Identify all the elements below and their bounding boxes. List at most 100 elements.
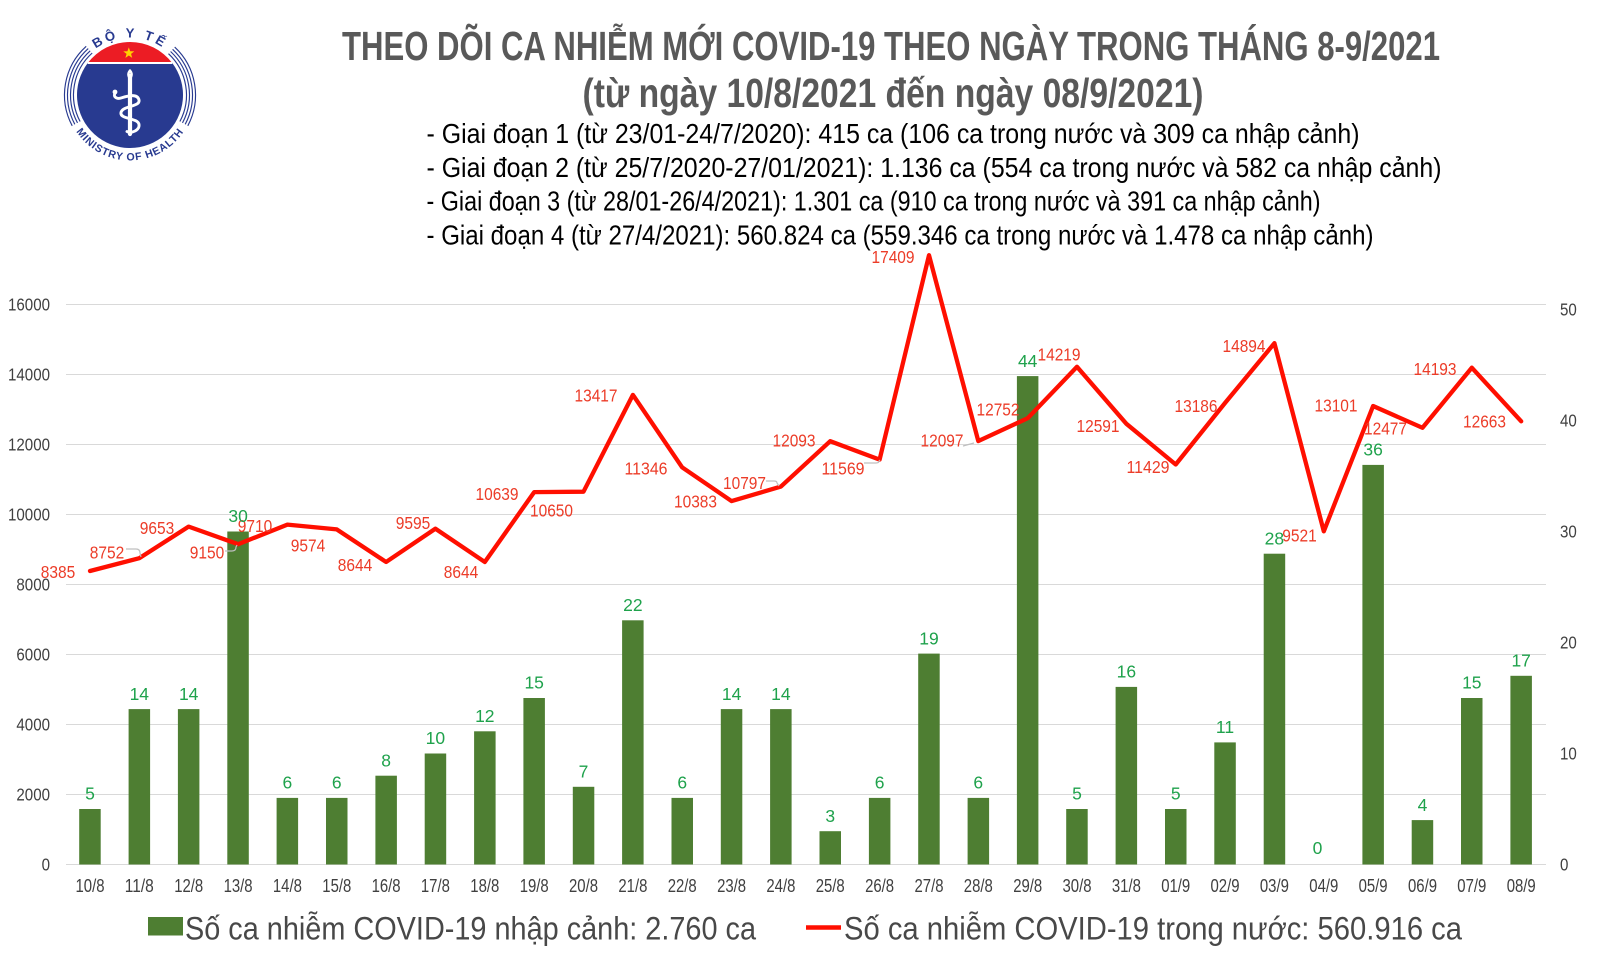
svg-text:28/8: 28/8 <box>964 876 993 896</box>
svg-text:15/8: 15/8 <box>322 876 351 896</box>
svg-text:40: 40 <box>1560 411 1577 431</box>
svg-text:11346: 11346 <box>625 459 668 479</box>
svg-text:10: 10 <box>1560 744 1577 764</box>
svg-text:10797: 10797 <box>723 473 766 493</box>
svg-text:01/9: 01/9 <box>1161 876 1190 896</box>
svg-text:13417: 13417 <box>575 386 618 406</box>
svg-text:13186: 13186 <box>1175 396 1218 416</box>
svg-text:16: 16 <box>1117 662 1136 682</box>
svg-text:- Giai đoạn 3 (từ 28/01-26/4/2: - Giai đoạn 3 (từ 28/01-26/4/2021): 1.30… <box>427 186 1321 217</box>
svg-text:12/8: 12/8 <box>174 876 203 896</box>
svg-text:9653: 9653 <box>140 518 175 538</box>
svg-text:8644: 8644 <box>338 555 373 575</box>
svg-text:31/8: 31/8 <box>1112 876 1141 896</box>
svg-text:12663: 12663 <box>1463 412 1506 432</box>
svg-text:(từ ngày 10/8/2021 đến ngày 08: (từ ngày 10/8/2021 đến ngày 08/9/2021) <box>583 70 1204 116</box>
svg-text:12591: 12591 <box>1077 416 1120 436</box>
svg-text:14: 14 <box>771 684 791 704</box>
svg-text:06/9: 06/9 <box>1408 876 1437 896</box>
svg-text:26/8: 26/8 <box>865 876 894 896</box>
svg-text:6: 6 <box>875 773 885 793</box>
svg-text:25/8: 25/8 <box>816 876 845 896</box>
svg-text:0: 0 <box>1313 838 1323 858</box>
svg-text:8000: 8000 <box>16 575 50 595</box>
svg-text:14219: 14219 <box>1038 345 1081 365</box>
svg-text:12093: 12093 <box>773 431 816 451</box>
svg-text:12097: 12097 <box>921 431 964 451</box>
svg-text:9521: 9521 <box>1282 526 1317 546</box>
svg-text:13/8: 13/8 <box>224 876 253 896</box>
svg-text:27/8: 27/8 <box>915 876 944 896</box>
svg-text:22: 22 <box>623 595 642 615</box>
svg-text:05/9: 05/9 <box>1359 876 1388 896</box>
svg-text:17409: 17409 <box>872 247 915 267</box>
svg-text:11/8: 11/8 <box>125 876 154 896</box>
svg-text:14: 14 <box>179 684 199 704</box>
svg-text:11429: 11429 <box>1127 457 1170 477</box>
svg-text:15: 15 <box>1462 673 1481 693</box>
svg-text:04/9: 04/9 <box>1309 876 1338 896</box>
svg-text:6: 6 <box>677 773 687 793</box>
svg-text:28: 28 <box>1265 528 1284 548</box>
svg-text:2000: 2000 <box>16 785 50 805</box>
svg-text:0: 0 <box>42 855 51 875</box>
svg-text:30: 30 <box>228 506 248 526</box>
svg-text:50: 50 <box>1560 300 1577 320</box>
svg-text:10650: 10650 <box>530 501 573 521</box>
svg-text:29/8: 29/8 <box>1013 876 1042 896</box>
svg-text:8644: 8644 <box>444 562 479 582</box>
svg-text:THEO DÕI CA NHIỄM MỚI COVID-19: THEO DÕI CA NHIỄM MỚI COVID-19 THEO NGÀY… <box>342 23 1440 69</box>
svg-text:11569: 11569 <box>822 459 865 479</box>
svg-text:15: 15 <box>524 673 543 693</box>
svg-text:17/8: 17/8 <box>421 876 450 896</box>
svg-text:24/8: 24/8 <box>766 876 795 896</box>
svg-text:02/9: 02/9 <box>1211 876 1240 896</box>
svg-text:- Giai đoạn 4 (từ 27/4/2021):: - Giai đoạn 4 (từ 27/4/2021): 560.824 ca… <box>427 220 1374 251</box>
svg-text:3: 3 <box>825 806 835 826</box>
svg-text:8752: 8752 <box>90 543 125 563</box>
svg-text:9595: 9595 <box>396 513 431 533</box>
svg-text:14: 14 <box>130 684 150 704</box>
svg-text:14193: 14193 <box>1414 359 1457 379</box>
svg-text:8385: 8385 <box>41 562 76 582</box>
svg-text:6: 6 <box>332 773 342 793</box>
svg-text:16000: 16000 <box>8 295 50 315</box>
svg-text:12000: 12000 <box>8 435 50 455</box>
svg-text:4000: 4000 <box>16 715 50 735</box>
svg-text:7: 7 <box>579 762 589 782</box>
svg-text:08/9: 08/9 <box>1507 876 1536 896</box>
svg-text:18/8: 18/8 <box>470 876 499 896</box>
svg-text:9574: 9574 <box>291 536 326 556</box>
svg-text:12: 12 <box>475 706 494 726</box>
svg-text:10/8: 10/8 <box>76 876 105 896</box>
svg-text:14894: 14894 <box>1223 336 1266 356</box>
svg-text:- Giai đoạn 1 (từ 23/01-24/7/2: - Giai đoạn 1 (từ 23/01-24/7/2020): 415 … <box>427 118 1360 149</box>
svg-text:30/8: 30/8 <box>1063 876 1092 896</box>
svg-text:8: 8 <box>381 750 391 770</box>
svg-text:16/8: 16/8 <box>372 876 401 896</box>
svg-text:10639: 10639 <box>476 484 519 504</box>
svg-text:6: 6 <box>283 773 293 793</box>
svg-text:Số ca nhiễm COVID-19 nhập cảnh: Số ca nhiễm COVID-19 nhập cảnh: 2.760 ca <box>185 910 757 947</box>
svg-text:36: 36 <box>1363 440 1382 460</box>
svg-text:5: 5 <box>85 784 95 804</box>
svg-text:07/9: 07/9 <box>1457 876 1486 896</box>
svg-text:0: 0 <box>1560 855 1569 875</box>
svg-text:9150: 9150 <box>190 543 225 563</box>
svg-text:13101: 13101 <box>1315 396 1358 416</box>
svg-text:6000: 6000 <box>16 645 50 665</box>
svg-text:17: 17 <box>1511 651 1530 671</box>
svg-text:19: 19 <box>919 628 938 648</box>
svg-text:- Giai đoạn 2 (từ 25/7/2020-27: - Giai đoạn 2 (từ 25/7/2020-27/01/2021):… <box>427 152 1442 183</box>
svg-text:Số ca nhiễm COVID-19 trong nướ: Số ca nhiễm COVID-19 trong nước: 560.916… <box>844 910 1463 947</box>
svg-text:19/8: 19/8 <box>520 876 549 896</box>
svg-text:30: 30 <box>1560 522 1577 542</box>
svg-text:11: 11 <box>1216 717 1234 737</box>
svg-text:44: 44 <box>1018 351 1038 371</box>
svg-text:10383: 10383 <box>674 492 717 512</box>
svg-text:23/8: 23/8 <box>717 876 746 896</box>
svg-text:14: 14 <box>722 684 742 704</box>
svg-text:5: 5 <box>1171 784 1181 804</box>
svg-text:21/8: 21/8 <box>618 876 647 896</box>
svg-text:22/8: 22/8 <box>668 876 697 896</box>
